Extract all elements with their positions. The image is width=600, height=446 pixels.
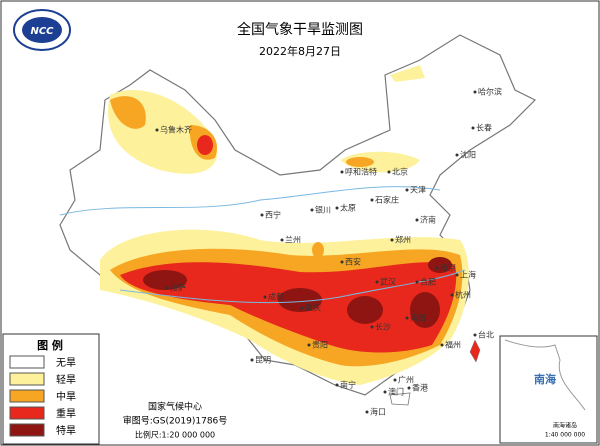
city-dot: [415, 218, 419, 222]
city-label: 南宁: [340, 380, 356, 390]
legend-label: 轻旱: [56, 373, 76, 386]
city-dot: [280, 238, 284, 242]
city-label: 长春: [476, 123, 492, 133]
inset: 南海 南海诸岛 1:40 000 000: [499, 335, 598, 444]
footer: 国家气候中心 审图号:GS(2019)1786号 比例尺:1:20 000 00…: [123, 401, 228, 440]
city-label: 沈阳: [460, 150, 476, 160]
city-label: 香港: [412, 383, 428, 393]
city-dot: [335, 206, 339, 210]
city-label: 重庆: [305, 303, 321, 313]
city-dot: [370, 325, 374, 329]
city-dot: [407, 386, 411, 390]
city-label: 成都: [268, 292, 284, 302]
map-date: 2022年8月27日: [259, 44, 341, 58]
city-dot: [263, 295, 267, 299]
city-label: 北京: [392, 167, 408, 177]
agency: 国家气候中心: [148, 401, 202, 413]
map-title: 全国气象干旱监测图: [237, 21, 363, 38]
city-label: 长沙: [375, 322, 391, 332]
city-dot: [310, 208, 314, 212]
city-dot: [335, 383, 339, 387]
city-label: 济南: [420, 215, 436, 225]
city-label: 兰州: [285, 235, 301, 245]
city-label: 福州: [445, 341, 461, 350]
inset-sea: 南海: [534, 372, 556, 386]
city-dot: [365, 410, 369, 414]
city-label: 太原: [340, 203, 356, 213]
city-label: 上海: [460, 270, 476, 280]
country: [59, 34, 537, 406]
city-dot: [450, 293, 454, 297]
city-label: 西安: [345, 257, 361, 267]
city-label: 拉萨: [170, 283, 186, 293]
city-label: 郑州: [395, 235, 411, 245]
city-label: 昆明: [255, 356, 271, 365]
city-label: 南京: [440, 263, 456, 273]
city-label: 合肥: [420, 277, 436, 287]
legend-label: 特旱: [56, 425, 76, 437]
city-label: 贵阳: [312, 340, 328, 350]
city-label: 海口: [370, 407, 386, 417]
city-label: 哈尔滨: [478, 87, 502, 97]
legend-swatch: [9, 406, 45, 420]
city-dot: [471, 126, 475, 130]
legend-swatch: [9, 355, 45, 369]
city-dot: [375, 280, 379, 284]
logo: NCC: [13, 9, 71, 51]
legend-title: 图 例: [37, 338, 63, 352]
legend-swatch: [9, 372, 45, 386]
city-dot: [300, 306, 304, 310]
city-label: 天津: [410, 185, 426, 195]
city-dot: [340, 170, 344, 174]
city-dot: [260, 213, 264, 217]
city-dot: [473, 90, 477, 94]
city-dot: [387, 170, 391, 174]
legend-label: 中旱: [56, 390, 76, 403]
city-dot: [340, 260, 344, 264]
city-dot: [155, 128, 159, 132]
city-dot: [383, 390, 387, 394]
city-dot: [405, 316, 409, 320]
city-dot: [455, 153, 459, 157]
city-dot: [250, 358, 254, 362]
city-label: 澳门: [388, 387, 404, 397]
city-label: 广州: [398, 375, 414, 385]
city-dot: [370, 198, 374, 202]
city-dot: [415, 280, 419, 284]
city-label: 南昌: [410, 313, 426, 323]
legend-label: 重旱: [56, 407, 76, 420]
city-dot: [307, 343, 311, 347]
city-dot: [435, 266, 439, 270]
inset-scale: 1:40 000 000: [545, 432, 585, 439]
legend-label: 无旱: [56, 357, 76, 369]
city-dot: [405, 188, 409, 192]
city-dot: [393, 378, 397, 382]
legend-swatch: [9, 423, 45, 437]
city-dot: [455, 273, 459, 277]
inset-islands: 南海诸岛: [553, 422, 577, 430]
legend-swatch: [9, 389, 45, 403]
city-label: 呼和浩特: [345, 167, 377, 177]
city-label: 乌鲁木齐: [160, 125, 192, 135]
scale: 比例尺:1:20 000 000: [135, 430, 215, 440]
city-dot: [440, 343, 444, 347]
city-label: 西宁: [265, 210, 281, 220]
city-dot: [165, 286, 169, 290]
city-dot: [390, 238, 394, 242]
approval: 审图号:GS(2019)1786号: [123, 415, 228, 427]
city-label: 银川: [315, 205, 331, 215]
logo-text: NCC: [30, 26, 54, 37]
city-label: 石家庄: [375, 195, 399, 205]
city-dot: [473, 333, 477, 337]
city-label: 台北: [478, 330, 494, 340]
city-label: 杭州: [455, 290, 471, 300]
city-label: 武汉: [380, 277, 396, 287]
